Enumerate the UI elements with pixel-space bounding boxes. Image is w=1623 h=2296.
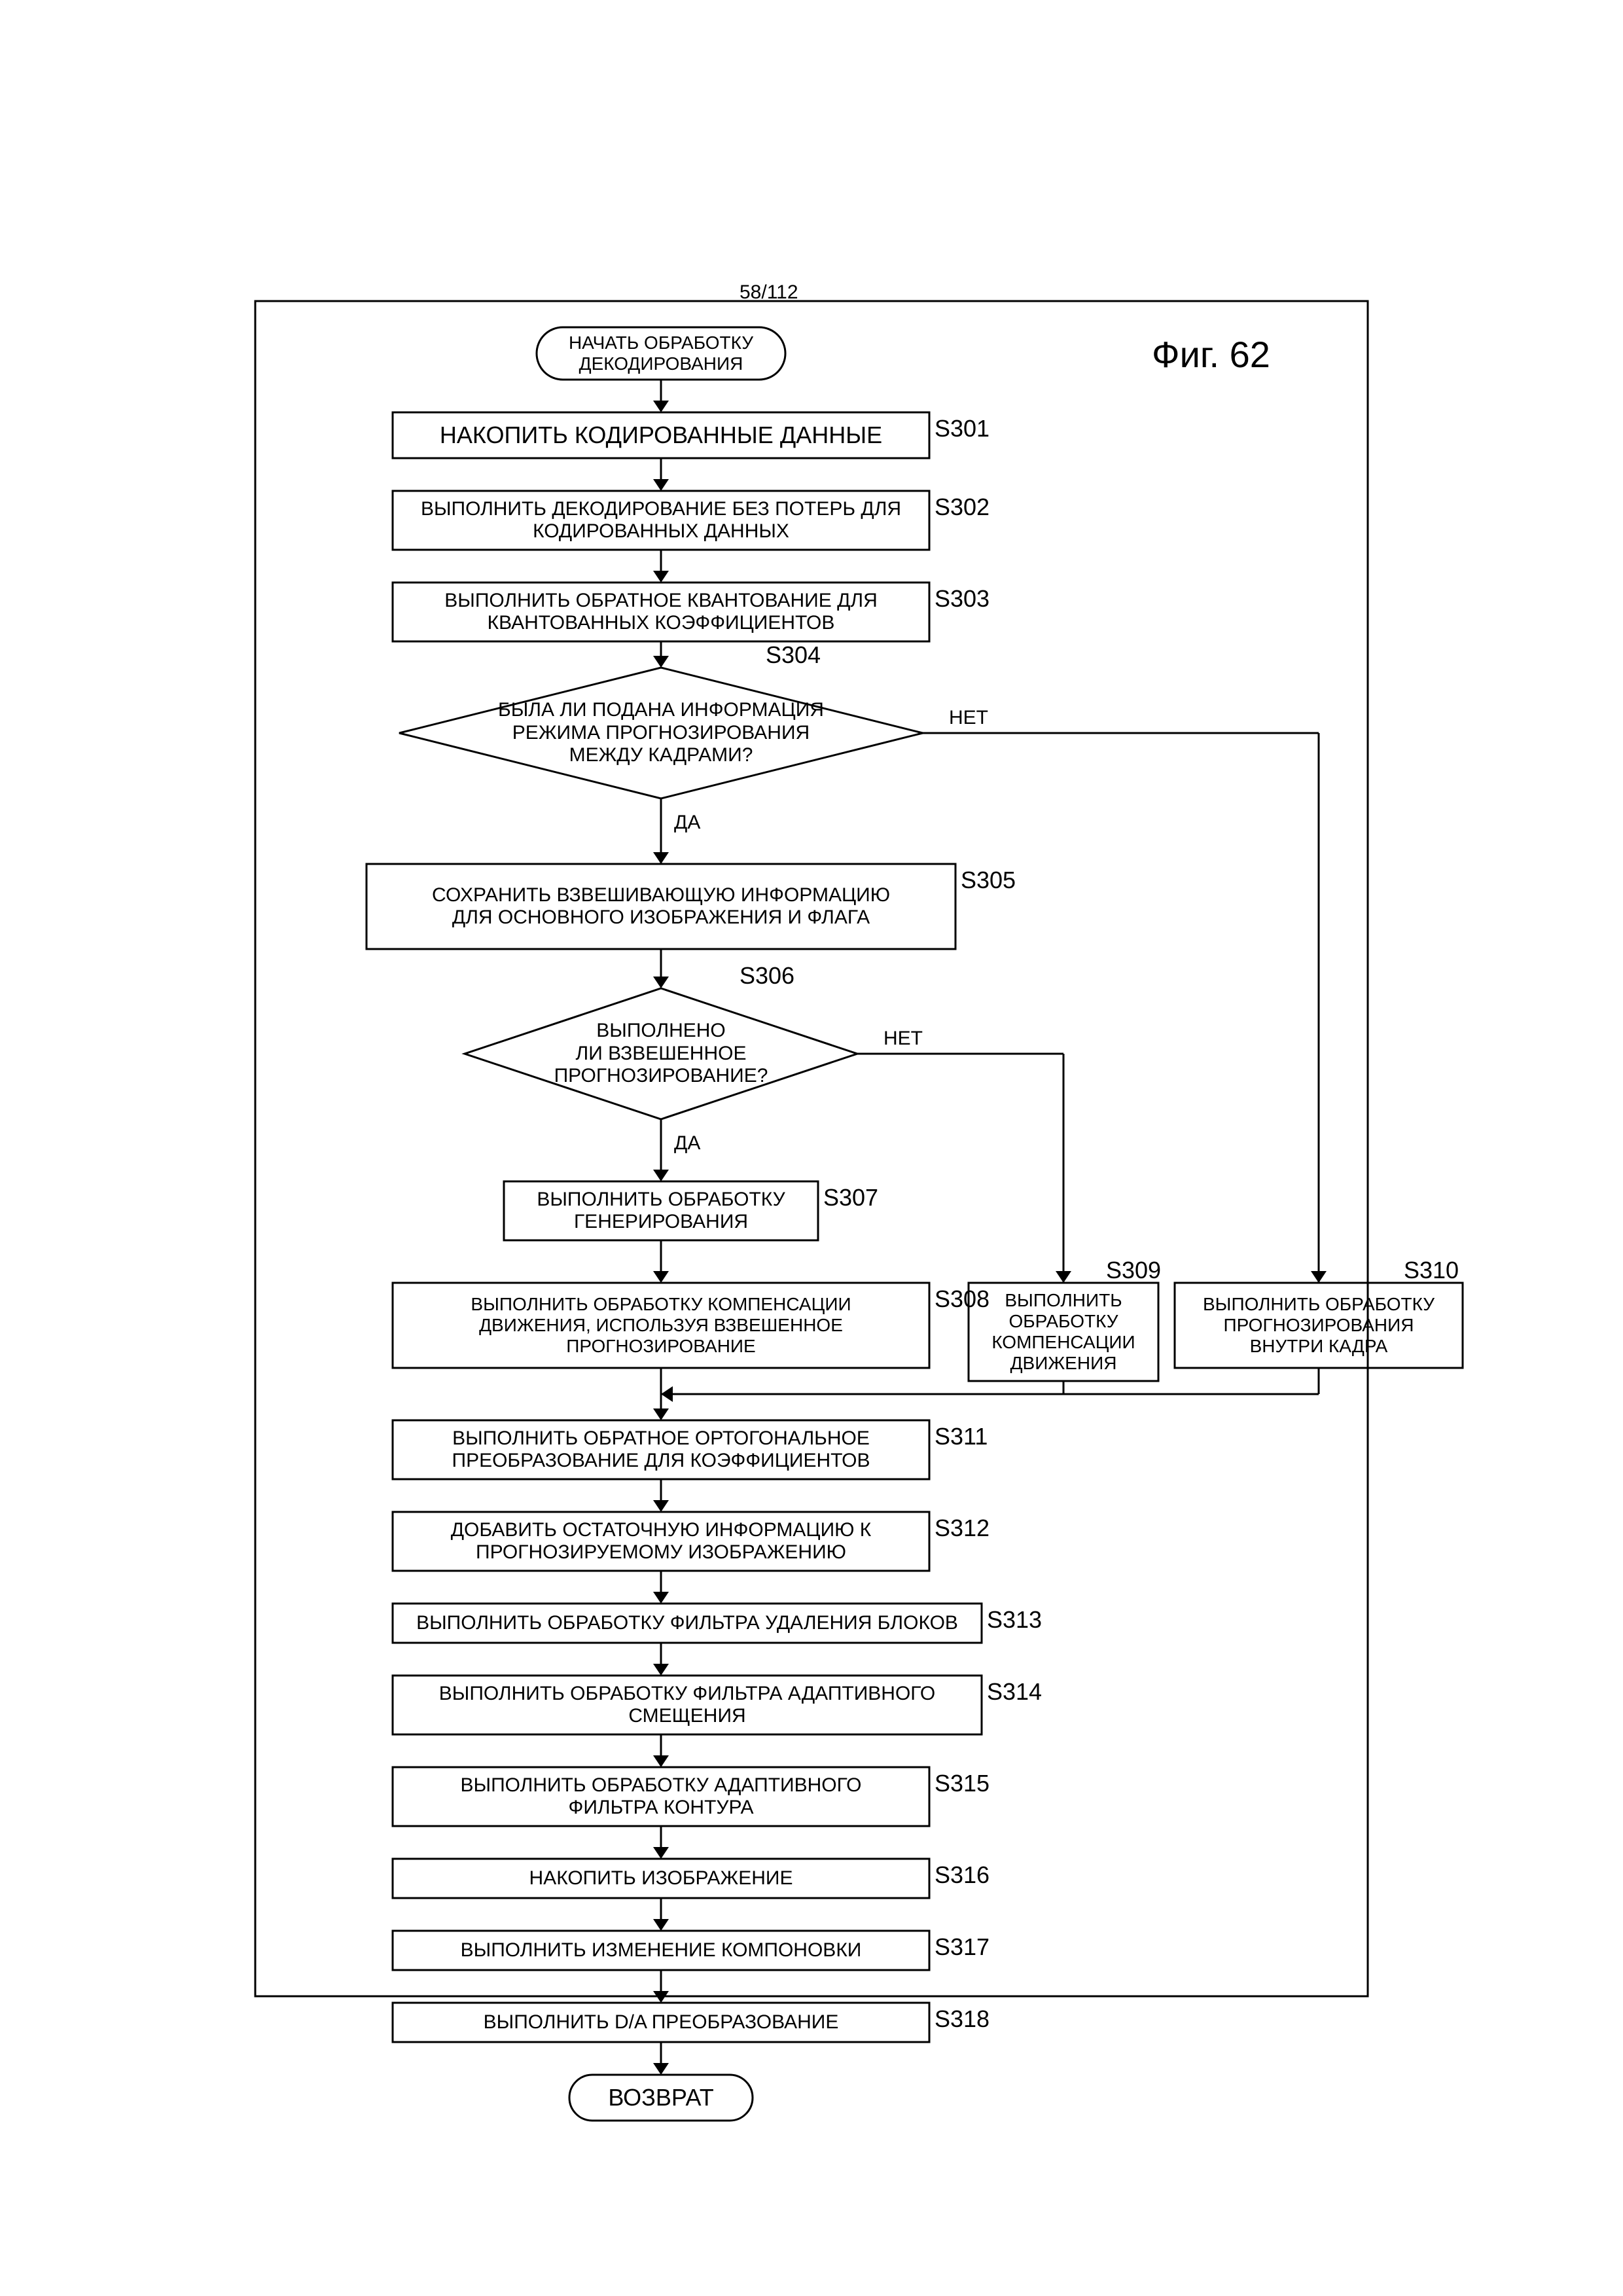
s301-text: НАКОПИТЬ КОДИРОВАННЫЕ ДАННЫЕ (393, 412, 929, 458)
s311-num: S311 (935, 1423, 988, 1450)
figure-label: Фиг. 62 (1152, 334, 1270, 376)
s314-num: S314 (987, 1678, 1042, 1705)
s304-num: S304 (766, 641, 821, 668)
s304-yes: ДА (674, 812, 700, 834)
page-number: 58/112 (740, 281, 798, 304)
s315-text: ВЫПОЛНИТЬ ОБРАБОТКУ АДАПТИВНОГО ФИЛЬТРА … (393, 1767, 929, 1826)
s309-text: ВЫПОЛНИТЬ ОБРАБОТКУ КОМПЕНСАЦИИ ДВИЖЕНИЯ (969, 1283, 1158, 1381)
s301-num: S301 (935, 415, 990, 442)
page: 58/112 Фиг. 62 НАЧАТЬ ОБРАБОТКУ ДЕКОДИРОВА… (0, 0, 1623, 2296)
s312-text: ДОБАВИТЬ ОСТАТОЧНУЮ ИНФОРМАЦИЮ К ПРОГНОЗ… (393, 1512, 929, 1571)
s302-num: S302 (935, 493, 990, 520)
end-label: ВОЗВРАТ (569, 2075, 753, 2121)
s305-text: СОХРАНИТЬ ВЗВЕШИВАЮЩУЮ ИНФОРМАЦИЮ ДЛЯ ОС… (366, 864, 955, 949)
s313-text: ВЫПОЛНИТЬ ОБРАБОТКУ ФИЛЬТРА УДАЛЕНИЯ БЛО… (393, 1604, 982, 1643)
s312-num: S312 (935, 1515, 990, 1541)
s316-text: НАКОПИТЬ ИЗОБРАЖЕНИЕ (393, 1859, 929, 1898)
s316-num: S316 (935, 1861, 990, 1888)
s308-text: ВЫПОЛНИТЬ ОБРАБОТКУ КОМПЕНСАЦИИ ДВИЖЕНИЯ… (393, 1283, 929, 1368)
s303-text: ВЫПОЛНИТЬ ОБРАТНОЕ КВАНТОВАНИЕ ДЛЯ КВАНТ… (393, 583, 929, 641)
s305-num: S305 (961, 867, 1016, 893)
s317-text: ВЫПОЛНИТЬ ИЗМЕНЕНИЕ КОМПОНОВКИ (393, 1931, 929, 1970)
s304-no: НЕТ (949, 707, 988, 730)
s318-text: ВЫПОЛНИТЬ D/A ПРЕОБРАЗОВАНИЕ (393, 2003, 929, 2042)
s318-num: S318 (935, 2005, 990, 2032)
s306-no: НЕТ (883, 1028, 923, 1050)
s310-text: ВЫПОЛНИТЬ ОБРАБОТКУ ПРОГНОЗИРОВАНИЯ ВНУТ… (1175, 1283, 1463, 1368)
s306-num: S306 (740, 962, 794, 989)
s302-text: ВЫПОЛНИТЬ ДЕКОДИРОВАНИЕ БЕЗ ПОТЕРЬ ДЛЯ К… (393, 491, 929, 550)
s307-num: S307 (823, 1184, 878, 1211)
s314-text: ВЫПОЛНИТЬ ОБРАБОТКУ ФИЛЬТРА АДАПТИВНОГО … (393, 1676, 982, 1734)
s303-num: S303 (935, 585, 990, 612)
s306-text: ВЫПОЛНЕНО ЛИ ВЗВЕШЕННОЕ ПРОГНОЗИРОВАНИЕ? (491, 1008, 831, 1100)
s313-num: S313 (987, 1606, 1042, 1633)
s315-num: S315 (935, 1770, 990, 1797)
s309-num: S309 (1106, 1257, 1161, 1283)
s317-num: S317 (935, 1933, 990, 1960)
s307-text: ВЫПОЛНИТЬ ОБРАБОТКУ ГЕНЕРИРОВАНИЯ (504, 1181, 818, 1240)
s306-yes: ДА (674, 1132, 700, 1155)
start-label: НАЧАТЬ ОБРАБОТКУ ДЕКОДИРОВАНИЯ (537, 327, 785, 380)
s310-num: S310 (1404, 1257, 1459, 1283)
s311-text: ВЫПОЛНИТЬ ОБРАТНОЕ ОРТОГОНАЛЬНОЕ ПРЕОБРА… (393, 1420, 929, 1479)
s304-text: БЫЛА ЛИ ПОДАНА ИНФОРМАЦИЯ РЕЖИМА ПРОГНОЗ… (445, 687, 877, 779)
